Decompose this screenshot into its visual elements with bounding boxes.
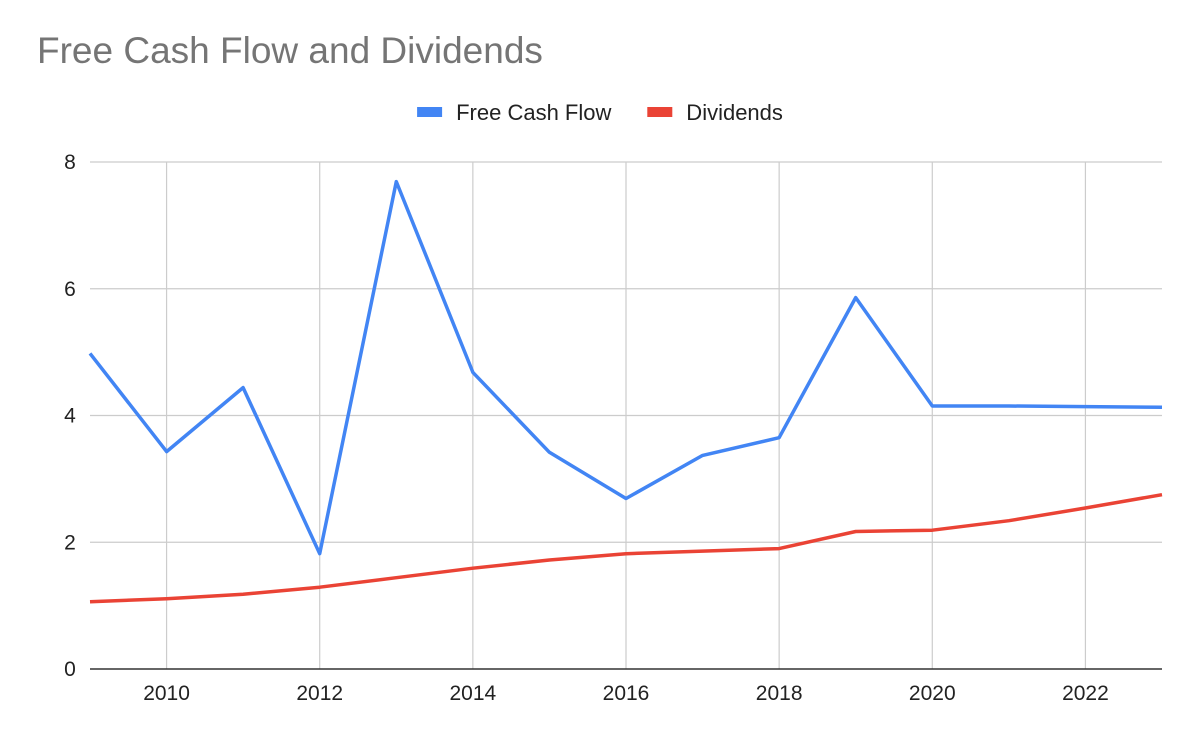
y-tick-label: 0 — [64, 658, 76, 681]
x-tick-label: 2020 — [909, 682, 956, 705]
legend-swatch — [417, 107, 443, 117]
legend-item: Dividends — [647, 100, 783, 125]
y-axis: 0 2 4 6 8 — [64, 151, 76, 681]
x-tick-label: 2012 — [296, 682, 343, 705]
series-layer — [88, 179, 1163, 604]
legend-swatch — [647, 107, 673, 117]
y-tick-label: 2 — [64, 531, 76, 554]
x-axis: 2010 2012 2014 2016 2018 2020 2022 — [90, 668, 1162, 705]
legend: Free Cash Flow Dividends — [417, 100, 783, 125]
y-tick-label: 8 — [64, 151, 76, 174]
legend-item: Free Cash Flow — [417, 100, 611, 125]
x-tick-label: 2010 — [143, 682, 190, 705]
grid-lines — [90, 161, 1162, 669]
x-tick-label: 2022 — [1062, 682, 1109, 705]
y-tick-label: 6 — [64, 278, 76, 301]
x-tick-label: 2014 — [449, 682, 496, 705]
series-line-free-cash-flow — [88, 179, 1163, 556]
x-tick-label: 2016 — [603, 682, 650, 705]
series-line-dividends — [89, 492, 1163, 604]
x-tick-label: 2018 — [756, 682, 803, 705]
y-tick-label: 4 — [64, 405, 76, 428]
chart-title: Free Cash Flow and Dividends — [37, 30, 543, 71]
legend-label: Dividends — [686, 100, 783, 125]
legend-label: Free Cash Flow — [456, 100, 611, 125]
